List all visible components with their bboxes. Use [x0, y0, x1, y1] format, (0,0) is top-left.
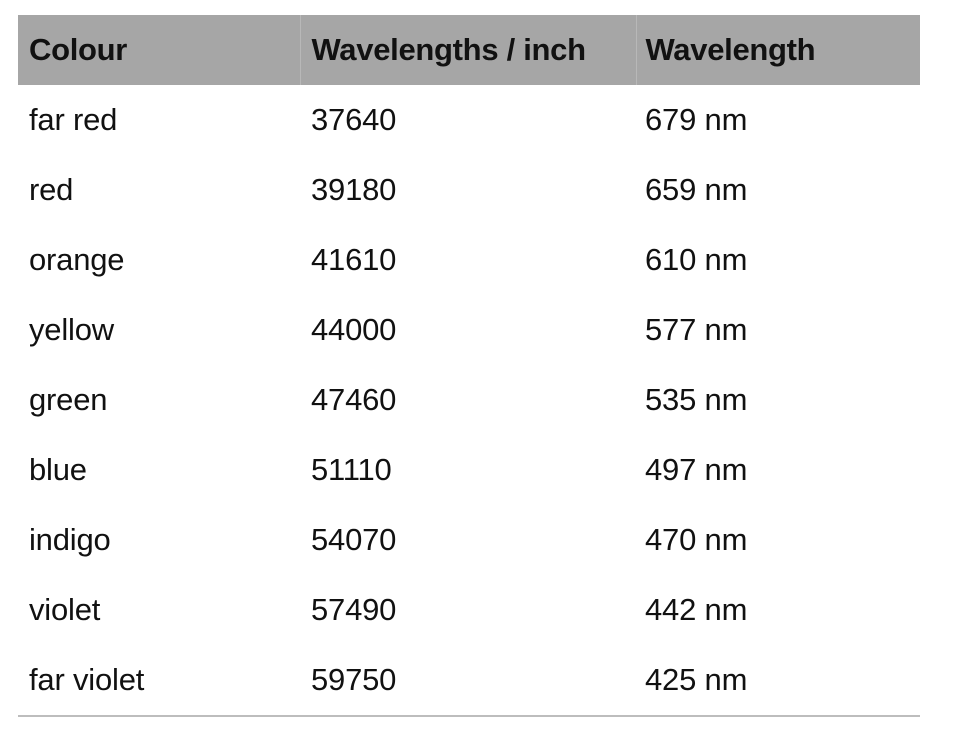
cell-wavelength: 470 nm: [645, 522, 748, 557]
cell-wavelength: 679 nm: [645, 102, 748, 137]
table-row: far violet 59750 425 nm: [18, 645, 920, 717]
cell-colour: blue: [29, 452, 87, 487]
cell-wavelengths-per-inch: 47460: [311, 382, 397, 417]
cell-wavelength: 659 nm: [645, 172, 748, 207]
cell-colour: red: [29, 172, 74, 207]
cell-wavelength: 497 nm: [645, 452, 748, 487]
table-row: orange 41610 610 nm: [18, 225, 920, 295]
cell-wavelength: 535 nm: [645, 382, 748, 417]
table-row: yellow 44000 577 nm: [18, 295, 920, 365]
cell-colour: far violet: [18, 645, 300, 717]
table-row: violet 57490 442 nm: [18, 575, 920, 645]
cell-colour: orange: [29, 242, 125, 277]
table-row: indigo 54070 470 nm: [18, 505, 920, 575]
wavelength-table: Colour Wavelengths / inch Wavelength far…: [18, 15, 920, 717]
cell-colour: violet: [29, 592, 101, 627]
table-row: green 47460 535 nm: [18, 365, 920, 435]
cell-wavelengths-per-inch: 54070: [311, 522, 397, 557]
table-body: far red 37640 679 nm red 39180 659 nm or…: [18, 85, 920, 717]
wavelength-table-container: Colour Wavelengths / inch Wavelength far…: [18, 15, 920, 717]
header-colour: Colour: [29, 32, 128, 67]
cell-colour: green: [29, 382, 108, 417]
table-row: red 39180 659 nm: [18, 155, 920, 225]
cell-colour: far red: [29, 102, 118, 137]
cell-colour: yellow: [29, 312, 114, 347]
cell-wavelengths-per-inch: 39180: [311, 172, 397, 207]
cell-wavelength: 577 nm: [645, 312, 748, 347]
table-row: blue 51110 497 nm: [18, 435, 920, 505]
cell-wavelengths-per-inch: 44000: [311, 312, 397, 347]
table-row: far red 37640 679 nm: [18, 85, 920, 155]
cell-wavelengths-per-inch: 51110: [311, 452, 392, 487]
cell-wavelength: 442 nm: [645, 592, 748, 627]
cell-colour: indigo: [29, 522, 111, 557]
cell-wavelengths-per-inch: 41610: [311, 242, 397, 277]
cell-wavelengths-per-inch: 59750: [300, 645, 636, 717]
table-header: Colour Wavelengths / inch Wavelength: [18, 15, 920, 85]
cell-wavelength: 610 nm: [645, 242, 748, 277]
cell-wavelengths-per-inch: 37640: [311, 102, 397, 137]
header-wavelengths-per-inch: Wavelengths / inch: [299, 15, 636, 85]
header-row: Colour Wavelengths / inch Wavelength: [18, 15, 920, 85]
cell-wavelengths-per-inch: 57490: [311, 592, 397, 627]
header-wavelength: Wavelength: [635, 15, 920, 85]
cell-wavelength: 425 nm: [636, 645, 920, 717]
